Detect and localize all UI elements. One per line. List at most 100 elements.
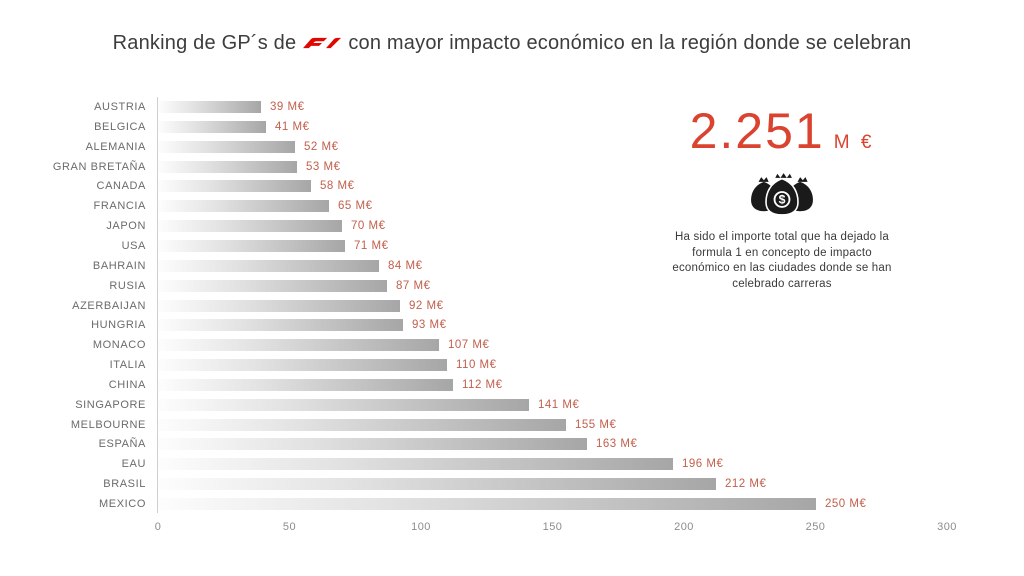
bar-row: MEXICO 250 M€: [0, 498, 1024, 510]
category-label: BRASIL: [103, 478, 146, 490]
bar-row: BAHRAIN 84 M€: [0, 260, 1024, 272]
bar: [158, 399, 529, 411]
value-label: 163 M€: [596, 438, 638, 450]
category-label: GRAN BRETAÑA: [52, 161, 146, 173]
bar-row: GRAN BRETAÑA 53 M€: [0, 161, 1024, 173]
bar: [158, 180, 311, 192]
bar: [158, 359, 447, 371]
x-tick-label: 300: [937, 521, 957, 533]
bar-row: BRASIL 212 M€: [0, 478, 1024, 490]
value-label: 71 M€: [354, 240, 389, 252]
bar: [158, 161, 297, 173]
bar: [158, 300, 400, 312]
bar-row: MELBOURNE 155 M€: [0, 419, 1024, 431]
value-label: 65 M€: [338, 200, 373, 212]
value-label: 93 M€: [412, 319, 447, 331]
bar: [158, 280, 387, 292]
value-label: 196 M€: [682, 458, 724, 470]
x-tick-label: 0: [154, 521, 162, 533]
title-prefix: Ranking de GP´s de: [112, 32, 297, 54]
category-label: MONACO: [92, 339, 146, 351]
value-label: 87 M€: [396, 280, 431, 292]
bar-row: BELGICA 41 M€: [0, 121, 1024, 133]
description-line: Ha sido el importe total que ha dejado l…: [674, 231, 890, 243]
bar-row: USA 71 M€: [0, 240, 1024, 252]
bar-chart: AUSTRIA 39 M€ BELGICA 41 M€ ALEMANIA 52 …: [0, 95, 1024, 545]
bar: [158, 319, 403, 331]
bar-row: JAPON 70 M€: [0, 220, 1024, 232]
category-label: BELGICA: [94, 121, 146, 133]
value-label: 141 M€: [538, 399, 580, 411]
category-label: EAU: [121, 458, 146, 470]
title-suffix: con mayor impacto económico en la región…: [348, 32, 912, 54]
category-label: MELBOURNE: [70, 419, 146, 431]
bar: [158, 379, 453, 391]
category-label: USA: [121, 240, 146, 252]
description-line: celebrado carreras: [732, 277, 832, 290]
category-label: SINGAPORE: [75, 399, 146, 411]
page-title: Ranking de GP´s de con mayor impacto eco…: [0, 32, 1024, 56]
value-label: 155 M€: [575, 419, 617, 431]
bar-row: CANADA 58 M€: [0, 180, 1024, 192]
bar: [158, 419, 566, 431]
total-panel: 2.251 M € $ Ha sido el importe total que …: [614, 102, 950, 292]
bar-row: ALEMANIA 52 M€: [0, 141, 1024, 153]
category-label: AZERBAIJAN: [72, 300, 146, 312]
f1-logo-icon: [303, 33, 342, 56]
value-label: 112 M€: [462, 379, 503, 391]
bar: [158, 101, 261, 113]
value-label: 107 M€: [448, 339, 490, 351]
category-label: CANADA: [96, 180, 146, 192]
bar-row: EAU 196 M€: [0, 458, 1024, 470]
bar: [158, 478, 716, 490]
bar-row: RUSIA 87 M€: [0, 280, 1024, 292]
category-label: FRANCIA: [93, 200, 146, 212]
svg-text:$: $: [779, 193, 786, 207]
value-label: 70 M€: [351, 220, 386, 232]
total-amount: 2.251 M €: [614, 102, 950, 160]
category-label: MEXICO: [99, 498, 146, 510]
bar-row: AUSTRIA 39 M€: [0, 101, 1024, 113]
bar: [158, 220, 342, 232]
bar: [158, 141, 295, 153]
bar-row: ITALIA 110 M€: [0, 359, 1024, 371]
category-label: ESPAÑA: [98, 438, 146, 450]
bar-row: FRANCIA 65 M€: [0, 200, 1024, 212]
bar-row: HUNGRIA 93 M€: [0, 319, 1024, 331]
bar-row: SINGAPORE 141 M€: [0, 399, 1024, 411]
value-label: 250 M€: [825, 498, 867, 510]
value-label: 41 M€: [275, 121, 310, 133]
bar: [158, 498, 816, 510]
y-axis-line: [157, 97, 158, 513]
category-label: CHINA: [108, 379, 146, 391]
total-description: Ha sido el importe total que ha dejado l…: [614, 230, 950, 292]
bar: [158, 240, 345, 252]
bar: [158, 121, 266, 133]
bar: [158, 458, 673, 470]
value-label: 39 M€: [270, 101, 305, 113]
total-value: 2.251: [689, 103, 825, 159]
description-line: económico en las ciudades donde se han: [672, 262, 892, 275]
value-label: 110 M€: [456, 359, 497, 371]
category-label: BAHRAIN: [92, 260, 146, 272]
description-line: formula 1 en concepto de impacto: [692, 246, 872, 259]
bar-row: ESPAÑA 163 M€: [0, 438, 1024, 450]
category-label: RUSIA: [109, 280, 146, 292]
category-label: HUNGRIA: [91, 319, 146, 331]
x-tick-label: 200: [674, 521, 694, 533]
value-label: 52 M€: [304, 141, 339, 153]
bar: [158, 200, 329, 212]
bar: [158, 339, 439, 351]
total-unit: M €: [833, 132, 875, 153]
bar: [158, 438, 587, 450]
value-label: 92 M€: [409, 300, 444, 312]
x-tick-label: 250: [805, 521, 826, 533]
x-tick-label: 100: [411, 521, 431, 533]
category-label: ALEMANIA: [85, 141, 146, 153]
bar-row: AZERBAIJAN 92 M€: [0, 300, 1024, 312]
value-label: 84 M€: [388, 260, 423, 272]
value-label: 53 M€: [306, 161, 341, 173]
money-bags-icon: $: [614, 168, 950, 216]
x-tick-label: 150: [542, 521, 563, 533]
